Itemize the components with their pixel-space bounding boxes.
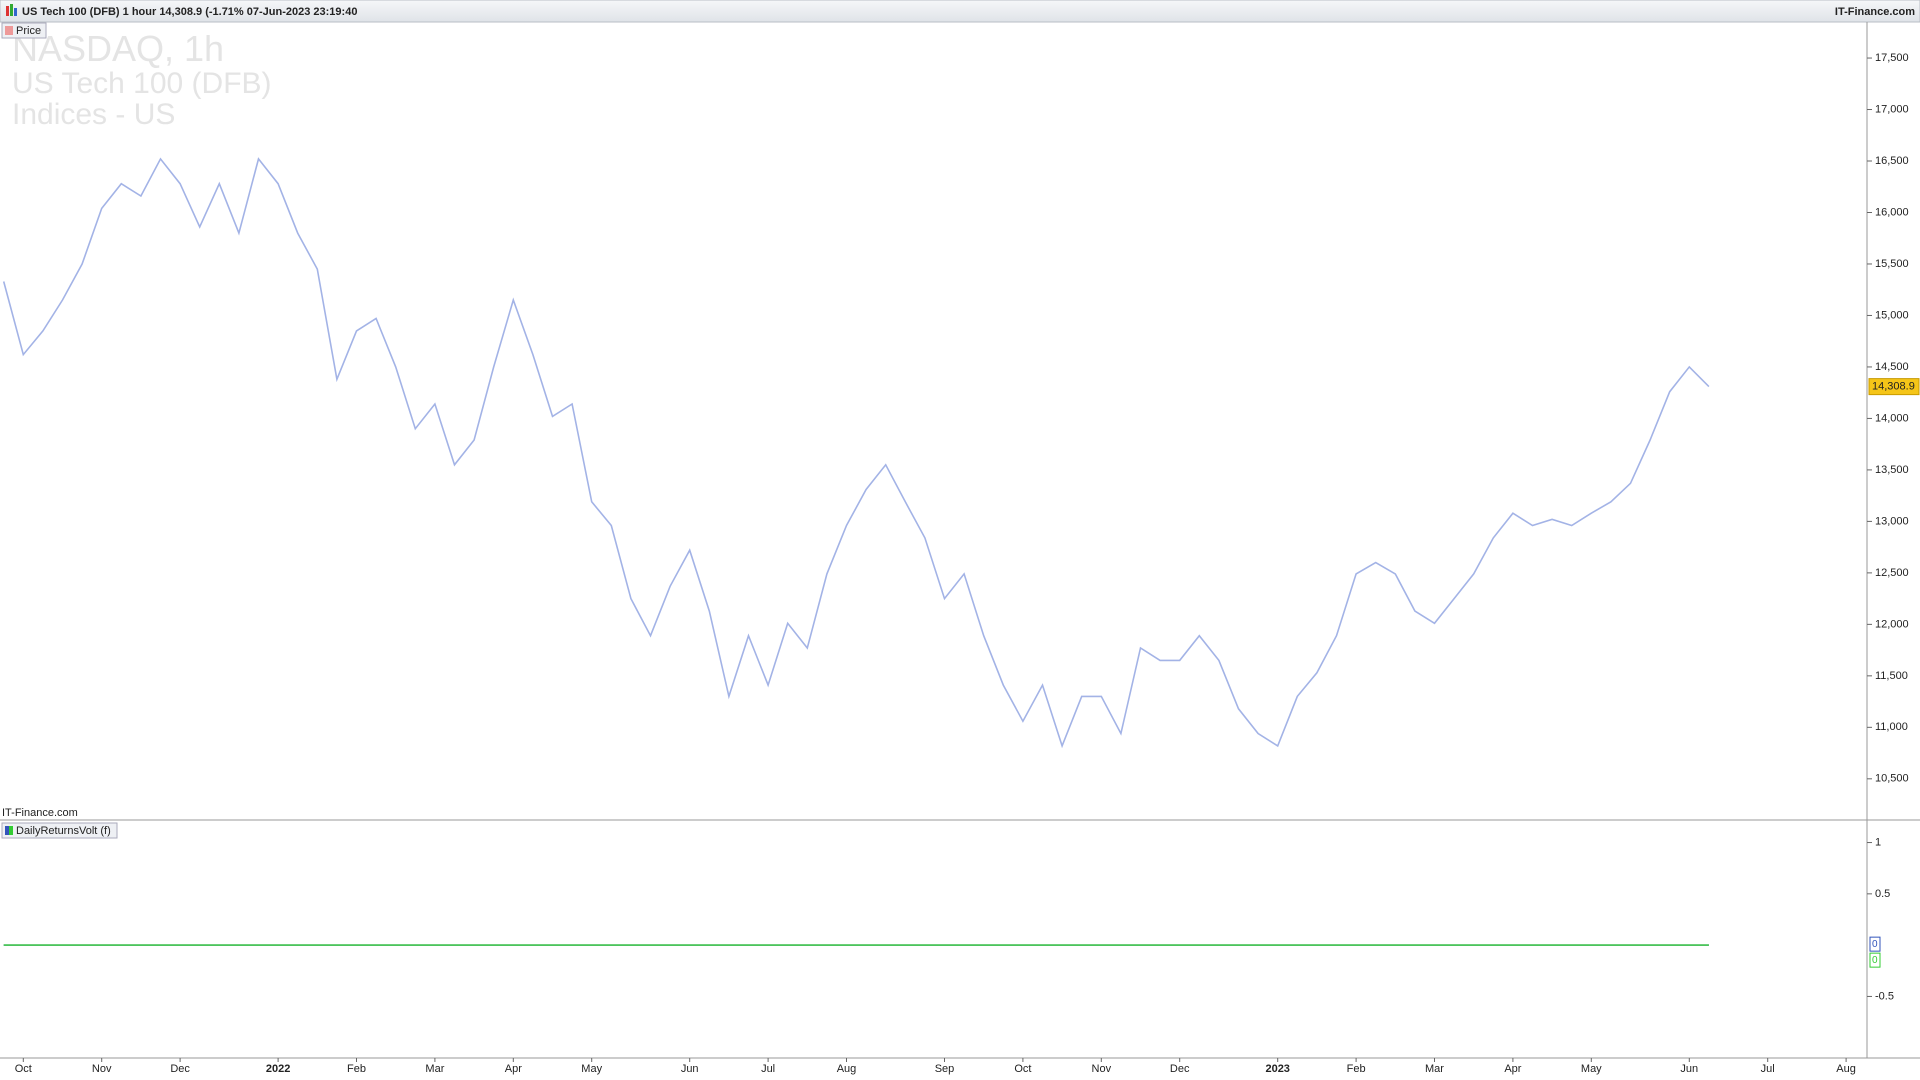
y-tick-label: 13,500: [1875, 464, 1909, 476]
current-price-label: 14,308.9: [1872, 381, 1915, 393]
icon: [14, 8, 17, 16]
series-line: [2, 157, 1710, 749]
y-tick-label: 15,500: [1875, 258, 1909, 270]
last-value-label: 0: [1872, 955, 1878, 966]
x-tick-label: Aug: [1836, 1063, 1856, 1075]
x-tick-label: Oct: [1014, 1063, 1031, 1075]
last-value-box: [1869, 952, 1881, 968]
y-tick-label: 1: [1875, 836, 1881, 848]
x-tick-label: Apr: [1504, 1063, 1521, 1075]
watermark: US Tech 100 (DFB): [12, 67, 272, 100]
y-tick-label: 11,500: [1875, 670, 1908, 682]
x-tick-label: Jun: [1680, 1063, 1698, 1075]
y-tick-label: 16,000: [1875, 206, 1909, 218]
x-tick-label: Sep: [935, 1063, 955, 1075]
x-tick-label: May: [1581, 1063, 1602, 1075]
legend-swatch: [5, 826, 9, 835]
x-tick-label: Oct: [15, 1063, 32, 1075]
indicator-label[interactable]: DailyReturnsVolt (f): [16, 825, 111, 837]
icon: [10, 4, 13, 16]
window-title: US Tech 100 (DFB) 1 hour 14,308.9 (-1.71…: [22, 6, 357, 18]
title-bar: [0, 0, 1920, 23]
y-tick-label: 10,500: [1875, 773, 1909, 785]
x-tick-label: Jun: [681, 1063, 699, 1075]
y-tick-label: -0.5: [1875, 990, 1894, 1002]
y-tick-label: 17,000: [1875, 103, 1909, 115]
legend-label[interactable]: Price: [16, 25, 41, 37]
x-tick-label: Aug: [837, 1063, 857, 1075]
y-tick-label: 12,500: [1875, 567, 1909, 579]
x-tick-label: May: [581, 1063, 602, 1075]
site-name: IT-Finance.com: [1835, 6, 1915, 18]
y-tick-label: 14,000: [1875, 412, 1909, 424]
watermark: NASDAQ, 1h: [12, 28, 224, 69]
x-tick-label: Nov: [92, 1063, 112, 1075]
y-tick-label: 11,000: [1875, 721, 1908, 733]
icon: [6, 6, 9, 16]
x-tick-label: Feb: [347, 1063, 366, 1075]
y-tick-label: 15,000: [1875, 309, 1909, 321]
x-tick-label: Feb: [1347, 1063, 1366, 1075]
x-tick-label: Mar: [425, 1063, 444, 1075]
x-tick-label: 2022: [266, 1063, 290, 1075]
current-price-box: [1868, 378, 1920, 396]
x-tick-label: Jul: [1761, 1063, 1775, 1075]
x-tick-label: Apr: [505, 1063, 522, 1075]
last-value-box: [1869, 936, 1881, 952]
x-tick-label: Jul: [761, 1063, 775, 1075]
source: IT-Finance.com: [2, 807, 78, 819]
y-tick-label: 16,500: [1875, 155, 1909, 167]
watermark: Indices - US: [12, 98, 175, 131]
y-tick-label: 14,500: [1875, 361, 1909, 373]
x-tick-label: Mar: [1425, 1063, 1444, 1075]
x-tick-label: Dec: [170, 1063, 190, 1075]
legend-swatch: [5, 26, 13, 35]
legend-swatch: [9, 826, 13, 835]
y-tick-label: 13,000: [1875, 515, 1909, 527]
x-tick-label: Nov: [1092, 1063, 1112, 1075]
indicator-legend[interactable]: [1, 822, 118, 839]
x-tick-label: 2023: [1265, 1063, 1289, 1075]
x-tick-label: Dec: [1170, 1063, 1190, 1075]
last-value-label: 0: [1872, 939, 1878, 950]
y-tick-label: 17,500: [1875, 52, 1909, 64]
y-tick-label: 0.5: [1875, 888, 1890, 900]
y-tick-label: 12,000: [1875, 618, 1909, 630]
